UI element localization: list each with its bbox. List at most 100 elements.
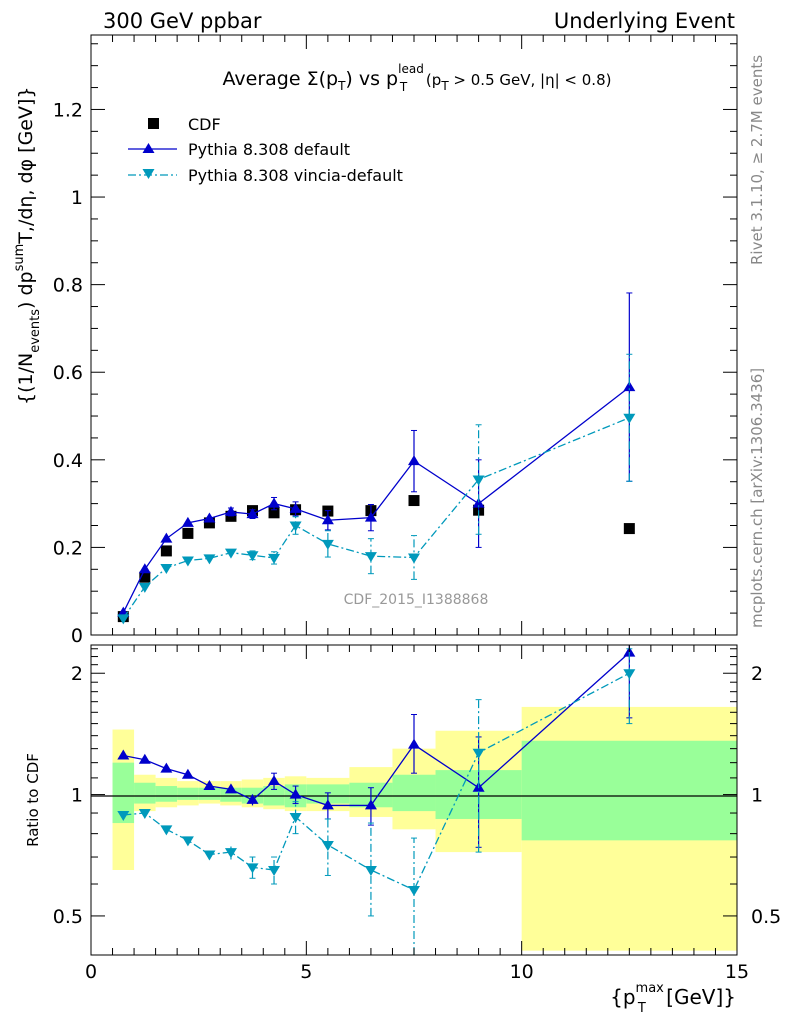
data-point <box>160 532 173 543</box>
ratio-point <box>203 850 216 861</box>
main-ytick-label: 0.6 <box>53 362 83 384</box>
legend-marker-cdf <box>148 118 159 129</box>
band-inner <box>220 787 242 802</box>
ratio-point <box>224 783 237 794</box>
data-point <box>181 516 194 527</box>
ratio-point <box>246 793 259 804</box>
ratio-point <box>203 780 216 791</box>
ratio-xtick-label: 5 <box>300 961 312 983</box>
data-point <box>268 507 280 519</box>
ratio-point <box>364 799 377 810</box>
data-point <box>117 614 130 625</box>
ratio-xtick-label: 0 <box>85 961 97 983</box>
band-inner <box>134 782 156 804</box>
band-inner <box>392 774 436 812</box>
main-ytick-label: 1.2 <box>53 99 83 121</box>
main-axes: 0 0.2 0.4 0.6 0.8 1 1.2 <box>53 35 738 647</box>
data-point <box>408 553 420 564</box>
mcplots-label: mcplots.cern.ch [arXiv:1306.3436] <box>748 368 766 628</box>
band-inner <box>177 787 199 800</box>
ratio-point <box>224 848 237 859</box>
series-pythia-8-308-vincia-default <box>117 353 636 625</box>
ratio-frame <box>90 644 738 956</box>
data-point <box>364 511 377 522</box>
main-ytick-label: 0.2 <box>53 537 83 559</box>
data-point <box>623 413 636 424</box>
ratio-point <box>160 762 173 773</box>
main-ytick-label: 0.8 <box>53 275 83 297</box>
main-title: Average Σ(pT) vs plead T (pT > 0.5 GeV, |… <box>223 62 612 94</box>
main-ytick-label: 0.4 <box>53 450 83 472</box>
ratio-point <box>268 775 281 786</box>
legend-label-pythia-vincia: Pythia 8.308 vincia-default <box>188 166 403 185</box>
data-point <box>203 512 216 523</box>
watermark: CDF_2015_I1388868 <box>344 592 489 608</box>
ratio-point <box>321 840 334 851</box>
data-point <box>623 381 636 392</box>
ratio-point <box>408 738 420 749</box>
legend-item-pythia-default: Pythia 8.308 default <box>128 140 350 159</box>
band-inner <box>521 740 737 841</box>
ratio-panel: 0 5 10 15 0.5 0.5 1 1 2 2 Ratio to CDF {pmax T [Ge… <box>24 644 781 1016</box>
ratio-point <box>117 749 130 760</box>
ratio-point <box>138 809 151 820</box>
data-point <box>472 497 485 508</box>
main-plot-content <box>117 292 636 625</box>
ratio-xtick-label: 15 <box>725 961 749 983</box>
data-point <box>138 563 151 574</box>
data-point <box>138 582 151 593</box>
ratio-point <box>181 836 194 847</box>
ratio-point <box>117 810 130 821</box>
data-point <box>203 517 215 529</box>
series-line <box>122 386 630 613</box>
ratio-point <box>138 753 151 764</box>
main-ytick-label: 1 <box>71 187 83 209</box>
main-panel: 0 0.2 0.4 0.6 0.8 1 1.2 Average Σ(pT) vs plead… <box>12 34 738 647</box>
ratio-point <box>289 788 302 799</box>
data-point <box>246 551 259 562</box>
legend-label-pythia-default: Pythia 8.308 default <box>188 140 350 159</box>
legend: CDF Pythia 8.308 default Pythia 8.308 vi… <box>128 115 403 185</box>
legend-item-cdf: CDF <box>148 115 221 134</box>
data-point <box>321 539 334 550</box>
data-point <box>472 475 485 486</box>
ratio-point <box>321 799 334 810</box>
data-point <box>181 556 194 567</box>
ratio-point <box>472 748 485 759</box>
ratio-series-line <box>123 672 630 891</box>
data-point <box>408 495 420 507</box>
ratio-point <box>364 866 377 877</box>
ratio-point <box>181 768 194 779</box>
header-right: Underlying Event <box>554 9 735 33</box>
ratio-ytick-label: 2 <box>71 663 83 685</box>
ratio-ytick-label-right: 1 <box>751 785 763 807</box>
ratio-point <box>246 863 259 874</box>
header-left: 300 GeV ppbar <box>103 9 262 33</box>
band-inner <box>112 762 135 824</box>
main-frame <box>90 34 738 636</box>
band-inner <box>155 786 178 802</box>
ratio-bands <box>112 706 737 951</box>
legend-marker-pythia-default <box>142 143 155 153</box>
ratio-point <box>623 669 636 680</box>
ratio-point <box>160 825 173 836</box>
data-point <box>268 553 281 564</box>
legend-marker-pythia-vincia <box>142 169 155 179</box>
ratio-plot-content <box>117 644 636 956</box>
ratio-ylabel: Ratio to CDF <box>24 753 42 847</box>
data-point <box>182 527 194 539</box>
ratio-point <box>289 812 302 823</box>
ratio-ytick-label-right: 2 <box>751 663 763 685</box>
band-inner <box>198 787 221 800</box>
data-point <box>289 521 302 532</box>
main-ylabel: {(1/Nevents) dpsumT,/dη, dφ [GeV]} <box>12 87 43 406</box>
data-point <box>139 571 151 583</box>
legend-item-pythia-vincia: Pythia 8.308 vincia-default <box>128 166 403 185</box>
ratio-point <box>408 885 420 896</box>
main-ytick-label: 0 <box>71 625 83 647</box>
legend-label-cdf: CDF <box>188 115 221 134</box>
series-line <box>122 417 630 619</box>
data-point <box>623 523 635 535</box>
series-pythia-8-308-default <box>117 292 636 617</box>
rivet-label: Rivet 3.1.10, ≥ 2.7M events <box>748 55 766 265</box>
